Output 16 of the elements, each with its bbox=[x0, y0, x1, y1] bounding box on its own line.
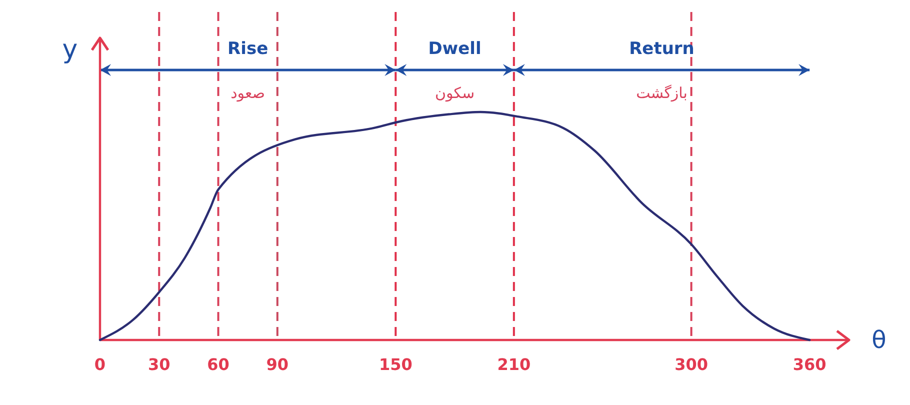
x-tick-label: 60 bbox=[207, 355, 230, 374]
x-tick-label: 360 bbox=[792, 355, 826, 374]
x-tick-label: 0 bbox=[94, 355, 106, 374]
text: Rise bbox=[228, 39, 268, 59]
x-tick-label: 210 bbox=[497, 355, 531, 374]
text: Dwell bbox=[428, 39, 482, 59]
text: Return bbox=[629, 39, 694, 59]
y-axis-title: y bbox=[62, 35, 78, 65]
x-axis-title: θ bbox=[872, 326, 886, 354]
x-tick-label: 300 bbox=[674, 355, 708, 374]
text: صعود bbox=[230, 84, 266, 102]
text: سکون bbox=[434, 84, 475, 102]
x-tick-label: 150 bbox=[378, 355, 412, 374]
text: بازگشت bbox=[636, 84, 688, 102]
x-tick-label: 30 bbox=[148, 355, 170, 374]
x-tick-label: 90 bbox=[266, 355, 289, 374]
